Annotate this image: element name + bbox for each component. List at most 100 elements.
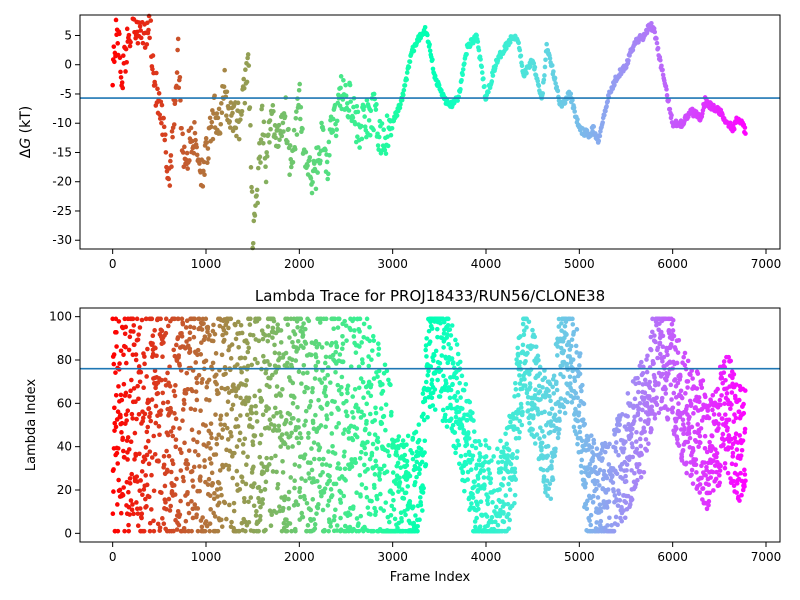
bottom-data-point <box>583 481 588 486</box>
bottom-data-point <box>499 459 505 465</box>
bottom-data-point <box>645 353 650 359</box>
bottom-data-point <box>625 391 631 396</box>
bottom-data-point <box>305 523 311 528</box>
bottom-data-point <box>181 397 187 403</box>
bottom-data-point <box>729 445 734 450</box>
bottom-data-point <box>689 368 695 373</box>
bottom-data-point <box>541 434 547 439</box>
bottom-scatter-points <box>110 316 748 534</box>
bottom-data-point <box>238 413 243 418</box>
top-data-point <box>261 119 267 125</box>
bottom-data-point <box>325 503 331 508</box>
bottom-data-point <box>417 495 423 500</box>
bottom-data-point <box>372 432 378 437</box>
bottom-data-point <box>675 350 681 355</box>
top-data-point <box>127 43 133 49</box>
bottom-data-point <box>162 483 168 489</box>
bottom-data-point <box>258 504 263 510</box>
bottom-data-point <box>550 376 556 382</box>
bottom-data-point <box>557 409 563 415</box>
top-data-point <box>281 129 286 134</box>
bottom-data-point <box>590 500 596 505</box>
top-data-point <box>244 79 250 85</box>
bottom-data-point <box>616 428 622 434</box>
bottom-data-point <box>741 410 747 416</box>
bottom-data-point <box>555 353 560 358</box>
bottom-data-point <box>327 463 333 469</box>
bottom-data-point <box>160 400 166 406</box>
bottom-data-point <box>211 322 216 328</box>
bottom-data-point <box>122 316 128 322</box>
bottom-data-point <box>356 385 362 391</box>
top-data-point <box>110 82 115 88</box>
bottom-data-point <box>681 354 686 360</box>
top-x-tick-label: 1000 <box>191 257 222 271</box>
bottom-data-point <box>172 393 178 399</box>
bottom-data-point <box>139 469 145 474</box>
top-data-point <box>348 99 353 104</box>
top-data-point <box>187 158 192 163</box>
bottom-data-point <box>731 483 737 488</box>
bottom-data-point <box>263 370 269 376</box>
bottom-data-point <box>614 471 620 477</box>
bottom-data-point <box>503 431 508 437</box>
bottom-data-point <box>472 479 477 484</box>
top-data-point <box>124 59 129 65</box>
bottom-data-point <box>218 413 224 419</box>
bottom-data-point <box>539 445 544 451</box>
top-data-point <box>170 134 175 140</box>
bottom-data-point <box>256 528 261 534</box>
bottom-data-point <box>212 491 217 496</box>
bottom-data-point <box>694 470 699 475</box>
bottom-data-point <box>207 397 212 403</box>
bottom-data-point <box>144 482 150 488</box>
bottom-data-point <box>195 506 201 511</box>
bottom-data-point <box>723 412 728 417</box>
top-data-point <box>166 176 171 182</box>
bottom-data-point <box>297 464 302 469</box>
top-data-point <box>347 82 353 88</box>
bottom-data-point <box>407 499 413 504</box>
bottom-data-point <box>629 497 635 502</box>
top-data-point <box>117 55 123 61</box>
bottom-data-point <box>219 435 225 440</box>
bottom-data-point <box>180 321 186 327</box>
bottom-data-point <box>390 470 396 475</box>
bottom-data-point <box>141 385 146 391</box>
bottom-data-point <box>409 450 415 456</box>
top-data-point <box>218 121 224 127</box>
bottom-data-point <box>577 363 582 368</box>
bottom-data-point <box>140 492 145 498</box>
bottom-data-point <box>197 488 202 494</box>
bottom-data-point <box>353 402 359 408</box>
bottom-data-point <box>693 405 698 410</box>
bottom-data-point <box>641 425 647 431</box>
bottom-data-point <box>664 377 669 383</box>
top-data-point <box>325 176 331 182</box>
top-data-point <box>427 48 433 54</box>
bottom-data-point <box>485 494 491 500</box>
bottom-data-point <box>328 380 333 385</box>
bottom-data-point <box>364 401 370 407</box>
bottom-data-point <box>470 491 475 497</box>
bottom-data-point <box>159 328 165 334</box>
bottom-data-point <box>178 468 184 473</box>
top-data-point <box>264 150 269 155</box>
bottom-data-point <box>135 511 141 516</box>
bottom-data-point <box>503 493 509 498</box>
bottom-data-point <box>132 342 137 348</box>
bottom-data-point <box>506 481 511 487</box>
bottom-data-point <box>257 440 263 446</box>
bottom-data-point <box>323 393 329 399</box>
top-data-point <box>701 105 707 110</box>
top-data-point <box>259 103 265 109</box>
top-data-point <box>227 119 233 124</box>
bottom-data-point <box>118 414 123 420</box>
top-data-point <box>359 123 364 129</box>
bottom-data-point <box>360 379 366 385</box>
bottom-data-point <box>404 458 410 464</box>
bottom-data-point <box>320 507 326 513</box>
bottom-data-point <box>714 454 719 460</box>
bottom-data-point <box>265 359 270 364</box>
bottom-data-point <box>710 407 715 413</box>
